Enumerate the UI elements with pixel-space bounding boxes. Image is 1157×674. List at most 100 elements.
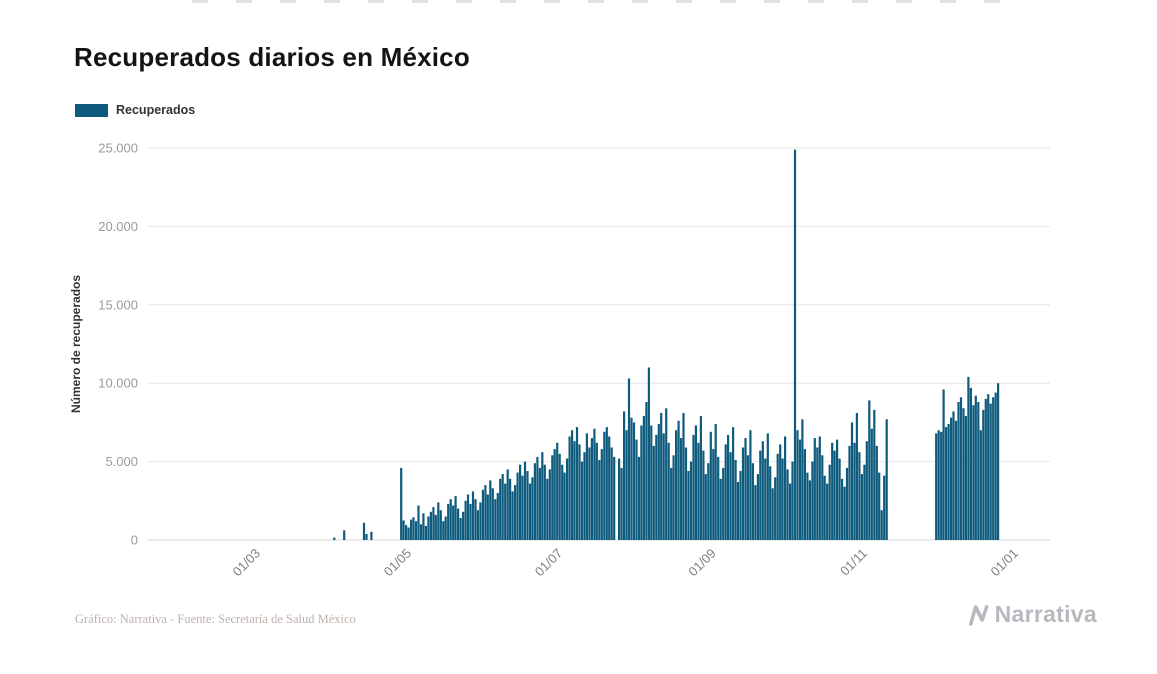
bar[interactable] [563, 472, 566, 540]
bar[interactable] [523, 461, 527, 540]
bar[interactable] [714, 424, 717, 540]
bar[interactable] [479, 502, 482, 540]
bar[interactable] [610, 447, 613, 541]
bar[interactable] [662, 433, 665, 540]
bar[interactable] [618, 458, 621, 541]
bar[interactable] [697, 442, 700, 540]
bar[interactable] [677, 420, 680, 540]
bar[interactable] [412, 517, 415, 540]
bar[interactable] [761, 441, 764, 540]
bar[interactable] [647, 367, 650, 541]
bar[interactable] [514, 485, 517, 540]
bar[interactable] [722, 467, 725, 540]
bar[interactable] [870, 428, 873, 540]
bar[interactable] [979, 430, 982, 540]
bar[interactable] [637, 456, 641, 540]
bar[interactable] [410, 519, 413, 540]
bar[interactable] [699, 416, 702, 540]
bar[interactable] [575, 427, 579, 540]
bar[interactable] [595, 442, 598, 540]
bar[interactable] [519, 464, 522, 540]
bar[interactable] [853, 442, 856, 540]
bar[interactable] [466, 494, 470, 541]
bar[interactable] [692, 434, 695, 540]
bar[interactable] [598, 460, 601, 540]
bar[interactable] [969, 387, 972, 540]
bar[interactable] [655, 434, 658, 540]
bar[interactable] [365, 534, 368, 540]
bar[interactable] [727, 434, 730, 540]
bar[interactable] [779, 444, 782, 540]
bar[interactable] [630, 417, 633, 540]
bar[interactable] [553, 449, 556, 540]
bar[interactable] [454, 496, 457, 540]
bar[interactable] [875, 445, 878, 540]
bar[interactable] [501, 474, 504, 540]
bar[interactable] [724, 444, 727, 540]
bar[interactable] [608, 436, 611, 541]
bar[interactable] [506, 469, 509, 540]
bar[interactable] [568, 436, 571, 541]
bar[interactable] [732, 427, 735, 540]
bar[interactable] [801, 419, 804, 540]
bar[interactable] [632, 422, 636, 540]
bar[interactable] [808, 480, 811, 540]
bar[interactable] [950, 417, 953, 540]
bar[interactable] [689, 461, 693, 540]
bar[interactable] [407, 527, 410, 541]
bar[interactable] [974, 395, 977, 540]
bar[interactable] [845, 467, 849, 540]
bar[interactable] [531, 477, 534, 540]
bar[interactable] [776, 453, 779, 540]
bar[interactable] [481, 489, 484, 540]
legend[interactable]: Recuperados [75, 103, 195, 117]
bar[interactable] [759, 450, 762, 540]
bar[interactable] [977, 402, 980, 540]
bar[interactable] [437, 502, 440, 540]
bar[interactable] [798, 439, 802, 540]
bar[interactable] [449, 499, 452, 540]
bar[interactable] [362, 522, 366, 540]
bar[interactable] [333, 537, 336, 540]
bar[interactable] [885, 419, 888, 540]
bar[interactable] [424, 525, 427, 540]
bar[interactable] [566, 458, 569, 541]
bar[interactable] [504, 483, 507, 540]
bar[interactable] [620, 467, 623, 540]
bar[interactable] [548, 469, 551, 540]
bar[interactable] [464, 500, 467, 540]
bar[interactable] [484, 485, 487, 540]
bar[interactable] [855, 413, 858, 540]
bar[interactable] [987, 394, 990, 540]
bar[interactable] [665, 408, 668, 540]
bar[interactable] [405, 525, 408, 540]
bar[interactable] [826, 483, 829, 540]
bar[interactable] [442, 521, 445, 540]
bar[interactable] [707, 463, 710, 540]
bar[interactable] [675, 430, 678, 540]
bar[interactable] [526, 471, 529, 540]
bar[interactable] [952, 411, 955, 540]
bar[interactable] [605, 427, 608, 540]
bar[interactable] [660, 413, 663, 540]
bar[interactable] [771, 488, 774, 540]
bar[interactable] [781, 458, 784, 541]
bar[interactable] [957, 402, 960, 540]
bar[interactable] [583, 452, 586, 540]
bar[interactable] [672, 455, 675, 540]
bar[interactable] [427, 516, 430, 541]
bar[interactable] [476, 510, 479, 540]
bar[interactable] [833, 450, 836, 540]
bar[interactable] [521, 475, 524, 540]
bar[interactable] [754, 485, 757, 540]
bar[interactable] [789, 483, 792, 540]
bar[interactable] [414, 521, 418, 540]
bar[interactable] [578, 444, 581, 540]
bar[interactable] [486, 494, 489, 541]
bar[interactable] [972, 405, 975, 540]
bar[interactable] [343, 530, 346, 540]
bar[interactable] [786, 469, 789, 540]
bar[interactable] [756, 474, 759, 540]
bar[interactable] [729, 452, 732, 540]
bar[interactable] [694, 425, 697, 541]
